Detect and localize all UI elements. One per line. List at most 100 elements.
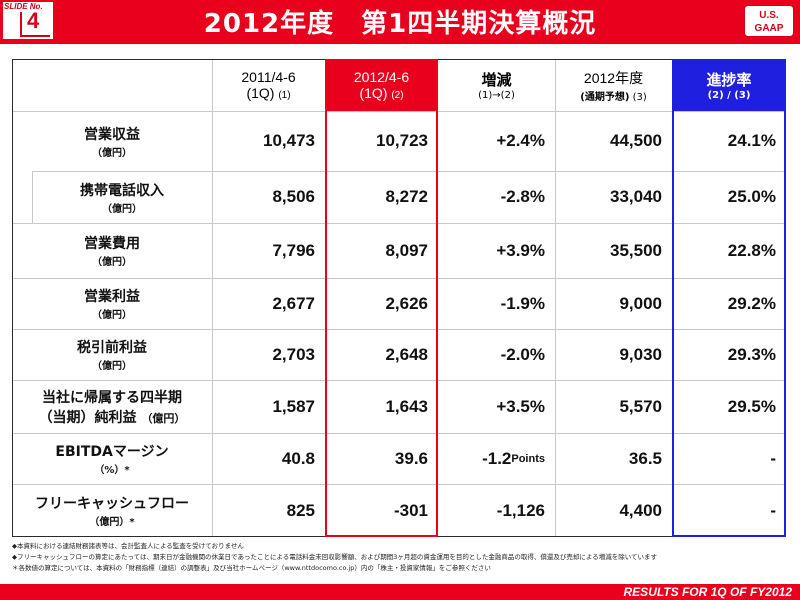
row-label-text2: （当期）純利益 <box>38 409 137 426</box>
row-label-operating-income: 営業利益 （億円） <box>12 278 212 329</box>
cell-value: 2,648 <box>385 344 428 364</box>
col-header-sub: (通期予想) <box>580 91 630 103</box>
cell-value: 2,703 <box>272 344 315 364</box>
cell-value: 10,723 <box>376 131 428 150</box>
row-divider <box>12 380 786 381</box>
cell-value: -1,126 <box>496 500 545 520</box>
footnote: ◆フリーキャッシュフローの算定にあたっては、期末日が金融機関の休業日であったこと… <box>12 553 658 561</box>
row-divider <box>12 484 786 485</box>
col-divider <box>555 59 556 537</box>
cell-value: -2.8% <box>500 187 545 206</box>
row-label-net-income: 当社に帰属する四半期 （当期）純利益 （億円） <box>12 380 212 433</box>
row-label-unit: （%）* <box>94 465 130 476</box>
row-label-unit: （億円） <box>141 411 186 425</box>
row-label-text: 営業利益 <box>84 289 140 305</box>
row-divider <box>32 171 786 172</box>
sub-row-indent <box>32 171 33 223</box>
col-header-2012-1q: 2012/4-6 (1Q) (2) <box>325 59 438 111</box>
row-divider <box>12 329 786 330</box>
cell-value: 4,400 <box>619 500 662 520</box>
col-divider <box>212 59 213 537</box>
slide-number-box: SLIDE No. 4 <box>3 2 53 39</box>
cell-value: 36.5 <box>628 448 662 468</box>
cell-value: 22.8% <box>727 240 776 260</box>
col-header-line2: (通期予想) (3) <box>580 88 647 103</box>
cell-value: 2,626 <box>385 293 428 313</box>
cell-value: 825 <box>286 500 315 520</box>
cell-value: 7,796 <box>272 240 315 260</box>
cell-value: 25.0% <box>727 187 776 206</box>
col-header-note: (1) <box>278 90 291 101</box>
cell-value: 9,000 <box>619 293 662 313</box>
cell-value: 5,570 <box>619 396 662 416</box>
cell-value: 10,473 <box>263 131 315 150</box>
cell-value: 1,643 <box>385 396 428 416</box>
col-header-change: 増減 (1)→(2) <box>438 59 555 111</box>
col-header-line1: 2011/4-6 <box>241 69 296 85</box>
row-label-text: 営業収益 <box>84 126 140 143</box>
cell-value: - <box>770 448 776 468</box>
slide-label: SLIDE No. <box>4 2 43 11</box>
col-header-line2: (1)→(2) <box>478 90 515 101</box>
cell-value: 39.6 <box>394 448 428 468</box>
row-label-pretax-income: 税引前利益 （億円） <box>12 329 212 380</box>
cell-value: 35,500 <box>610 240 662 260</box>
row-label-unit: （億円） <box>102 203 142 215</box>
cell-value: -301 <box>393 500 428 520</box>
col-header-line1: 進捗率 <box>706 71 752 89</box>
cell-value: 2,677 <box>272 293 315 313</box>
cell-value: 29.5% <box>727 396 776 416</box>
footnotes: ◆本資料における連結財務諸表等は、会計監査人による監査を受けておりません ◆フリ… <box>12 541 792 574</box>
cell-value: +2.4% <box>496 131 545 150</box>
col-header-line2: (1Q) (1) <box>246 85 290 101</box>
row-label-unit: （億円） <box>92 310 132 321</box>
row-label-unit: （億円） <box>92 361 132 372</box>
row-label-text: 営業費用 <box>84 236 140 252</box>
footnote: ◆本資料における連結財務諸表等は、会計監査人による監査を受けておりません <box>12 542 244 550</box>
header-bar: SLIDE No. 4 2012年度 第1四半期決算概況 U.S. GAAP <box>0 0 800 44</box>
col-header-forecast: 2012年度 (通期予想) (3) <box>555 59 672 111</box>
row-label-unit: （億円）* <box>89 517 135 528</box>
slide-number: 4 <box>27 8 40 33</box>
col-header-line2: (2) / (3) <box>707 90 751 101</box>
row-label-operating-expenses: 営業費用 （億円） <box>12 223 212 278</box>
cell-value: 29.3% <box>727 344 776 364</box>
cell-value: +3.5% <box>496 396 545 416</box>
col-header-line1: 2012/4-6 <box>353 69 410 85</box>
cell-value: 8,097 <box>385 240 428 260</box>
cell-value: +3.9% <box>496 240 545 260</box>
row-label-ebitda-margin: EBITDAマージン （%）* <box>12 433 212 484</box>
row-label-text: EBITDAマージン <box>55 444 169 460</box>
row-label-unit: （億円） <box>92 257 132 268</box>
gaap-line1: U.S. <box>759 10 779 21</box>
footer-bar: RESULTS FOR 1Q OF FY2012 <box>0 584 800 600</box>
row-label-text: 税引前利益 <box>77 340 147 356</box>
cell-value: 40.8 <box>281 448 315 468</box>
cell-value: 8,506 <box>272 187 315 206</box>
cell-value: 44,500 <box>610 131 662 150</box>
col-header-line1: 2012年度 <box>583 69 644 86</box>
slide-box-line <box>20 35 50 37</box>
col-header-note: (2) <box>391 90 404 101</box>
row-label-unit: （億円） <box>92 147 132 159</box>
cell-value: 8,272 <box>385 187 428 206</box>
row-label-free-cash-flow: フリーキャッシュフロー （億円）* <box>12 484 212 537</box>
gaap-badge: U.S. GAAP <box>744 5 794 37</box>
gaap-line2: GAAP <box>754 23 784 34</box>
slide-box-line <box>20 12 22 37</box>
col-header-q: (1Q) <box>246 85 275 101</box>
row-divider <box>12 278 786 279</box>
current-quarter-highlight <box>325 59 438 537</box>
progress-highlight <box>672 59 786 537</box>
points-unit: Points <box>511 452 545 465</box>
cell-value: - <box>770 500 776 520</box>
footer-text: RESULTS FOR 1Q OF FY2012 <box>623 585 792 599</box>
col-header-progress: 進捗率 (2) / (3) <box>672 59 786 111</box>
cell-value-with-unit: -1.2 Points <box>438 433 555 484</box>
row-divider <box>12 111 786 112</box>
cell-value: 9,030 <box>619 344 662 364</box>
row-label-line2: （当期）純利益 （億円） <box>39 407 186 427</box>
cell-value: 29.2% <box>727 293 776 313</box>
col-header-2011-1q: 2011/4-6 (1Q) (1) <box>212 59 325 111</box>
page-title: 2012年度 第1四半期決算概況 <box>203 9 597 39</box>
